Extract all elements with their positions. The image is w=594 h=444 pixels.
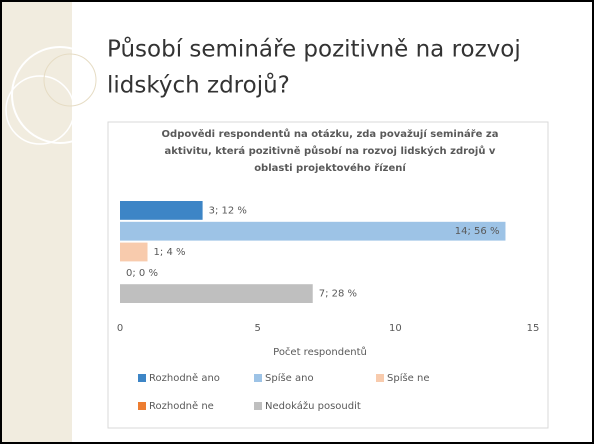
legend-swatch bbox=[138, 374, 146, 382]
legend-label: Nedokážu posoudit bbox=[265, 400, 361, 412]
chart-title: oblasti projektového řízení bbox=[254, 162, 406, 174]
decor-circle bbox=[5, 75, 75, 145]
legend-label: Rozhodně ano bbox=[149, 372, 220, 384]
bar bbox=[120, 242, 148, 262]
legend-swatch bbox=[254, 402, 262, 410]
bar bbox=[120, 221, 506, 241]
chart-area bbox=[107, 121, 549, 429]
decor-circle bbox=[43, 53, 97, 107]
slide-title: Působí semináře pozitivně na rozvoj bbox=[107, 36, 521, 63]
bar bbox=[120, 201, 203, 220]
chart-title: aktivitu, která pozitivně působí na rozv… bbox=[165, 144, 496, 157]
legend-swatch bbox=[138, 402, 146, 410]
x-tick-label: 0 bbox=[117, 323, 123, 334]
x-axis-label: Počet respondentů bbox=[273, 346, 367, 358]
data-label: 3; 12 % bbox=[209, 205, 247, 216]
side-strip bbox=[2, 2, 72, 442]
decor-circle bbox=[11, 46, 109, 144]
x-tick-label: 10 bbox=[389, 323, 402, 334]
legend-label: Spíše ne bbox=[387, 372, 430, 384]
data-label: 7; 28 % bbox=[319, 289, 357, 300]
x-tick-label: 5 bbox=[254, 323, 260, 334]
x-tick-label: 15 bbox=[527, 323, 540, 334]
legend-label: Rozhodně ne bbox=[149, 400, 214, 412]
legend-swatch bbox=[376, 374, 384, 382]
bar bbox=[120, 284, 313, 303]
data-label: 0; 0 % bbox=[126, 268, 158, 279]
slide-title: lidských zdrojů? bbox=[107, 72, 290, 99]
legend-swatch bbox=[254, 374, 262, 382]
chart-title: Odpovědi respondentů na otázku, zda pova… bbox=[162, 127, 499, 140]
data-label: 1; 4 % bbox=[154, 247, 186, 258]
data-label: 14; 56 % bbox=[455, 226, 500, 237]
legend-label: Spíše ano bbox=[265, 372, 314, 384]
